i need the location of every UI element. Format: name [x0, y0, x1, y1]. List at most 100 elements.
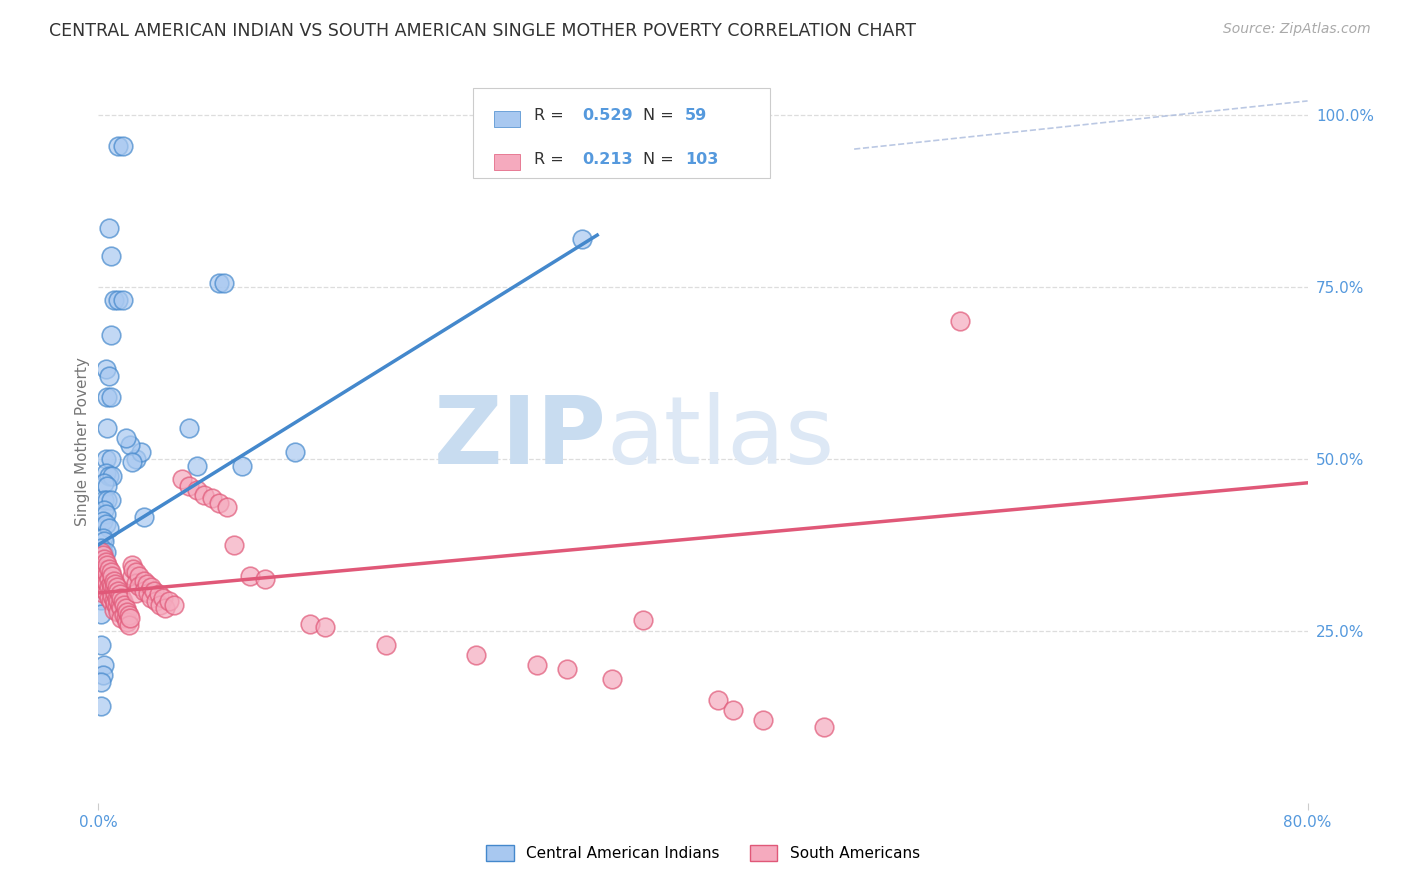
Point — [96, 586, 118, 600]
Point — [91, 544, 114, 558]
Point — [105, 599, 128, 614]
Point — [224, 538, 246, 552]
Point — [299, 616, 322, 631]
Point — [145, 594, 167, 608]
Point — [132, 574, 155, 588]
Point — [555, 662, 578, 676]
Point — [141, 581, 163, 595]
Point — [153, 601, 176, 615]
Point — [90, 638, 112, 652]
Point — [98, 591, 121, 605]
Text: ZIP: ZIP — [433, 392, 606, 484]
Point — [96, 493, 118, 508]
Point — [141, 591, 163, 605]
Point — [723, 703, 745, 717]
Text: atlas: atlas — [606, 392, 835, 484]
Point — [91, 531, 114, 545]
Point — [239, 568, 262, 582]
Point — [107, 293, 129, 308]
Point — [752, 713, 775, 727]
Point — [125, 451, 148, 466]
Point — [90, 558, 112, 573]
Point — [179, 421, 201, 435]
Point — [100, 493, 122, 508]
Point — [186, 458, 208, 473]
Text: N =: N = — [643, 152, 679, 167]
Point — [253, 572, 276, 586]
Point — [112, 607, 135, 622]
Point — [101, 590, 124, 604]
Point — [231, 458, 253, 473]
Point — [96, 558, 118, 573]
Point — [149, 598, 172, 612]
Point — [104, 596, 127, 610]
Point — [94, 517, 117, 532]
Point — [91, 548, 114, 562]
Point — [314, 620, 336, 634]
Point — [93, 503, 115, 517]
Point — [93, 582, 115, 597]
Point — [132, 510, 155, 524]
Text: 59: 59 — [685, 108, 707, 123]
Point — [128, 568, 150, 582]
Point — [135, 577, 157, 591]
Point — [93, 555, 115, 569]
Point — [108, 587, 131, 601]
Point — [212, 277, 235, 291]
Point — [98, 221, 121, 235]
Point — [90, 575, 112, 590]
Point — [129, 445, 152, 459]
Point — [103, 592, 125, 607]
Point — [118, 607, 141, 622]
Point — [100, 594, 122, 608]
Point — [115, 615, 138, 629]
Text: 103: 103 — [685, 152, 718, 167]
Y-axis label: Single Mother Poverty: Single Mother Poverty — [75, 357, 90, 526]
Point — [143, 583, 166, 598]
Point — [91, 577, 114, 591]
Point — [96, 479, 118, 493]
Point — [631, 614, 654, 628]
Point — [90, 675, 112, 690]
Point — [93, 534, 115, 549]
Point — [90, 699, 112, 714]
Text: N =: N = — [643, 108, 679, 123]
Point — [121, 558, 143, 573]
Point — [179, 479, 201, 493]
Point — [96, 575, 118, 590]
Point — [103, 574, 125, 588]
Point — [96, 421, 118, 435]
Point — [201, 491, 224, 505]
Point — [813, 720, 835, 734]
Legend: Central American Indians, South Americans: Central American Indians, South American… — [479, 839, 927, 867]
Point — [122, 562, 145, 576]
Point — [98, 572, 121, 586]
Point — [94, 544, 117, 558]
Point — [91, 555, 114, 569]
Point — [94, 555, 117, 569]
Point — [93, 562, 115, 576]
Point — [93, 572, 115, 586]
Point — [111, 293, 134, 308]
Point — [111, 594, 134, 608]
Point — [91, 514, 114, 528]
Text: R =: R = — [534, 108, 568, 123]
Point — [91, 558, 114, 573]
Point — [125, 575, 148, 590]
Point — [101, 568, 124, 582]
Point — [163, 598, 186, 612]
Point — [90, 566, 112, 580]
Point — [125, 586, 148, 600]
Point — [125, 566, 148, 580]
Point — [107, 583, 129, 598]
Point — [93, 475, 115, 490]
Point — [91, 668, 114, 682]
Point — [136, 586, 159, 600]
Point — [101, 469, 124, 483]
Point — [148, 587, 170, 601]
Point — [118, 618, 141, 632]
Point — [94, 362, 117, 376]
Point — [949, 314, 972, 328]
Point — [104, 586, 127, 600]
Point — [93, 658, 115, 673]
